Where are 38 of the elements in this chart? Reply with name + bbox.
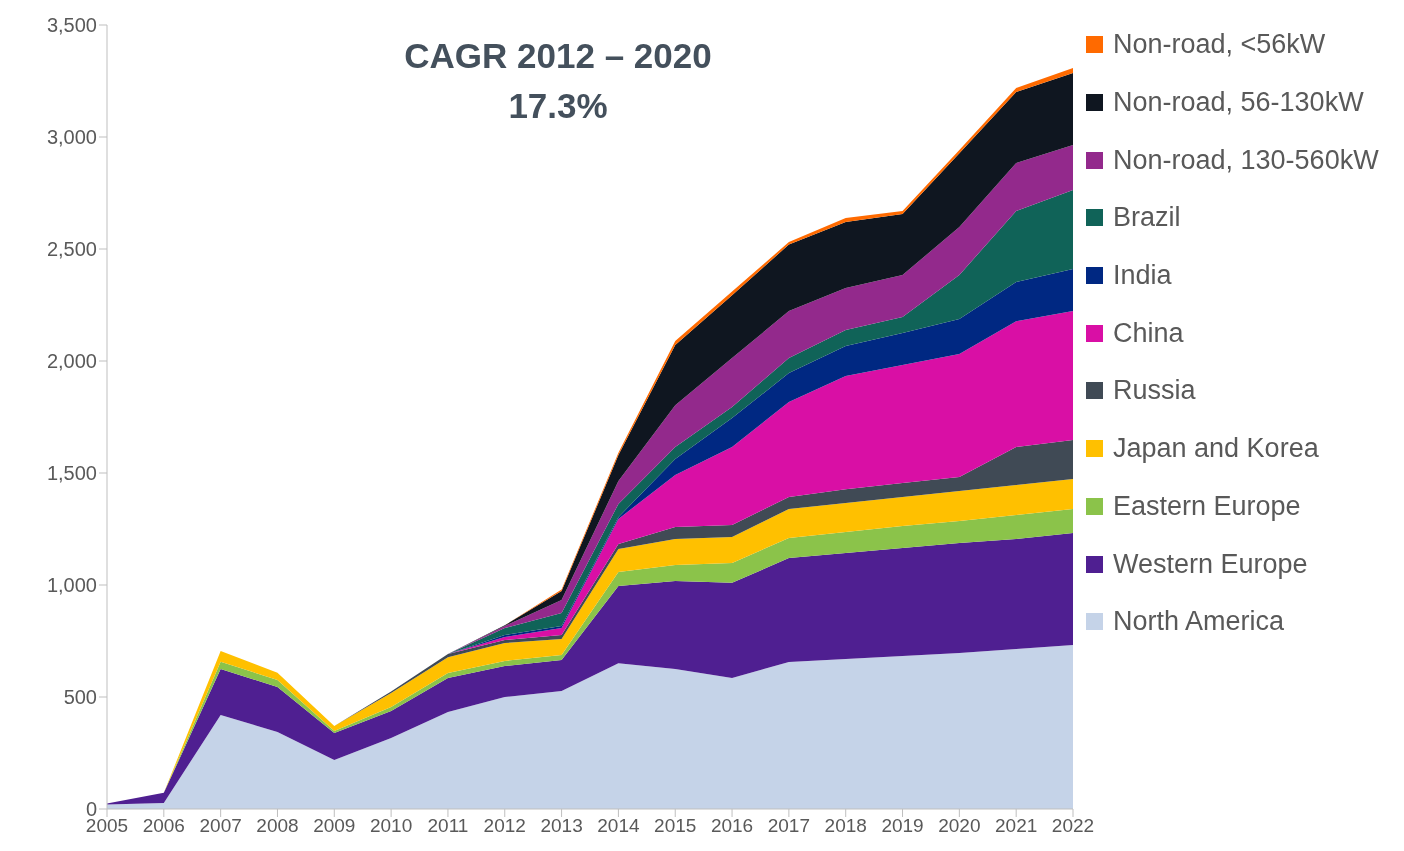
legend-label: Non-road, 56-130kW	[1113, 87, 1364, 119]
x-tick-label: 2010	[369, 815, 413, 837]
x-tick-label: 2013	[540, 815, 583, 837]
x-tick-label: 2006	[142, 815, 185, 837]
y-tick-label: 1,500	[46, 462, 97, 485]
y-tick-label: 500	[63, 686, 97, 709]
x-tick-label: 2012	[483, 815, 526, 837]
x-tick-label: 2009	[313, 815, 356, 837]
legend-label: Non-road, 130-560kW	[1113, 144, 1379, 176]
x-tick-label: 2021	[995, 815, 1038, 837]
annotation: 17.3%	[507, 86, 609, 126]
legend-label: Non-road, <56kW	[1113, 29, 1326, 61]
legend-label: Eastern Europe	[1113, 490, 1301, 522]
x-tick-label: 2019	[881, 815, 924, 837]
x-tick-label: 2007	[199, 815, 242, 837]
x-tick-label: 2014	[597, 815, 640, 837]
x-tick-label: 2016	[710, 815, 754, 837]
y-tick-label: 2,500	[46, 238, 97, 261]
annotation: CAGR 2012 – 2020	[403, 36, 713, 76]
y-tick-label: 3,500	[46, 14, 97, 37]
legend-label: Brazil	[1113, 202, 1181, 234]
x-tick-label: 2017	[767, 815, 811, 837]
x-tick-label: 2011	[427, 815, 469, 837]
legend-label: India	[1113, 260, 1172, 292]
x-tick-label: 2020	[938, 815, 981, 837]
y-tick-label: 1,000	[46, 574, 97, 597]
legend-label: Japan and Korea	[1113, 433, 1319, 465]
x-tick-label: 2008	[256, 815, 299, 837]
legend-label: North America	[1113, 606, 1285, 638]
x-tick-label: 2015	[654, 815, 697, 837]
legend-label: Western Europe	[1113, 548, 1308, 580]
x-tick-label: 2022	[1051, 815, 1095, 837]
legend-label: Russia	[1113, 375, 1196, 407]
x-tick-label: 2005	[85, 815, 129, 837]
legend-label: China	[1113, 317, 1184, 349]
y-tick-label: 2,000	[46, 350, 97, 373]
x-tick-label: 2018	[824, 815, 867, 837]
y-tick-label: 3,000	[46, 126, 97, 149]
